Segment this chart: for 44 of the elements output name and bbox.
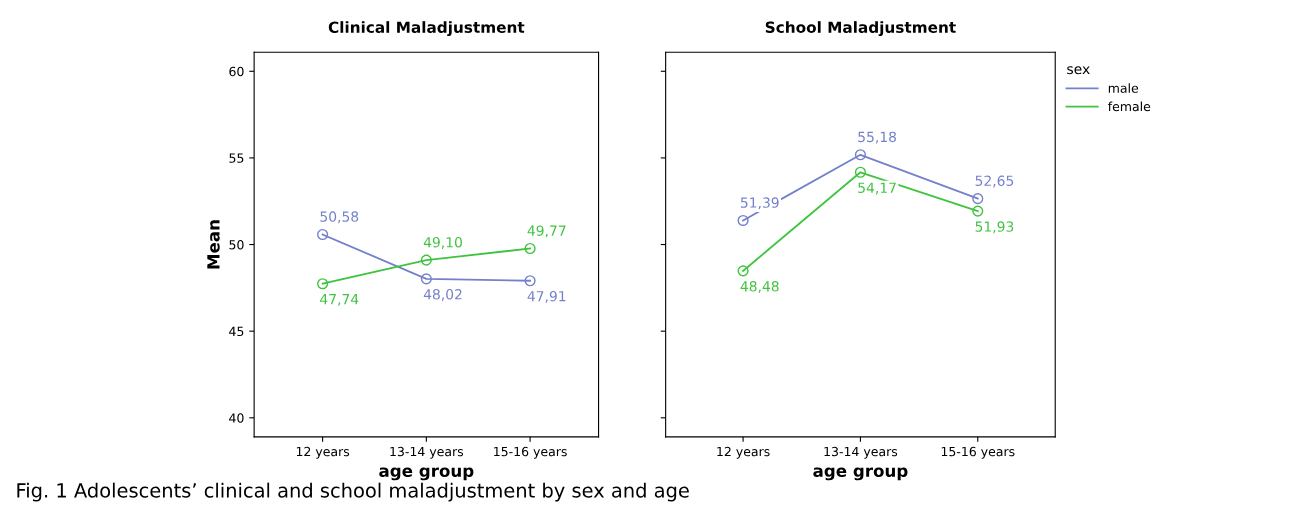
x-axis-title: age group [813,467,908,481]
x-tick-label: 12 years [296,446,350,459]
x-tick-label: 15-16 years [941,446,1015,459]
caption: Fig. 1 Adolescents’ clinical and school maladjustment by sex and age [17,482,689,502]
chart-title: School Maladjustment [765,21,956,37]
point [972,205,984,217]
y-tick-label: 45 [229,326,244,337]
data-label: 49,10 [423,236,462,249]
x-tick-label: 13-14 years [824,446,898,459]
point [854,149,866,161]
point [524,242,536,255]
x-axis-title: age group [379,467,474,481]
y-tick-label: 50 [229,240,244,250]
x-tick-label: 12 years [717,446,770,459]
legend-label: male [1108,83,1139,93]
y-tick-label: 40 [229,413,244,423]
y-tick-label: 55 [229,153,244,163]
point [524,275,536,287]
data-label: 50,58 [320,211,359,224]
y-axis-title: Mean [207,220,220,269]
data-label: 51,93 [975,221,1014,234]
point [737,214,749,227]
point [737,265,749,277]
point [420,273,432,285]
data-label: 55,18 [858,131,897,144]
point [854,166,866,178]
data-label: 54,17 [858,182,896,195]
point [317,228,329,241]
legend-title: sex [1067,66,1090,75]
data-label: 48,48 [740,281,779,293]
x-tick-label: 13-14 years [390,446,464,459]
point [317,278,329,290]
point [972,193,984,205]
data-label: 47,91 [527,290,566,303]
x-tick-label: 15-16 years [494,446,567,459]
data-label: 48,02 [423,289,462,301]
data-label: 49,77 [527,225,566,238]
chart-title: Clinical Maladjustment [328,21,525,37]
y-tick-label: 60 [229,66,244,77]
point [420,254,432,266]
data-label: 51,39 [740,197,779,210]
data-label: 47,74 [320,294,359,306]
legend-label: female [1108,101,1151,112]
data-label: 52,65 [975,175,1014,188]
